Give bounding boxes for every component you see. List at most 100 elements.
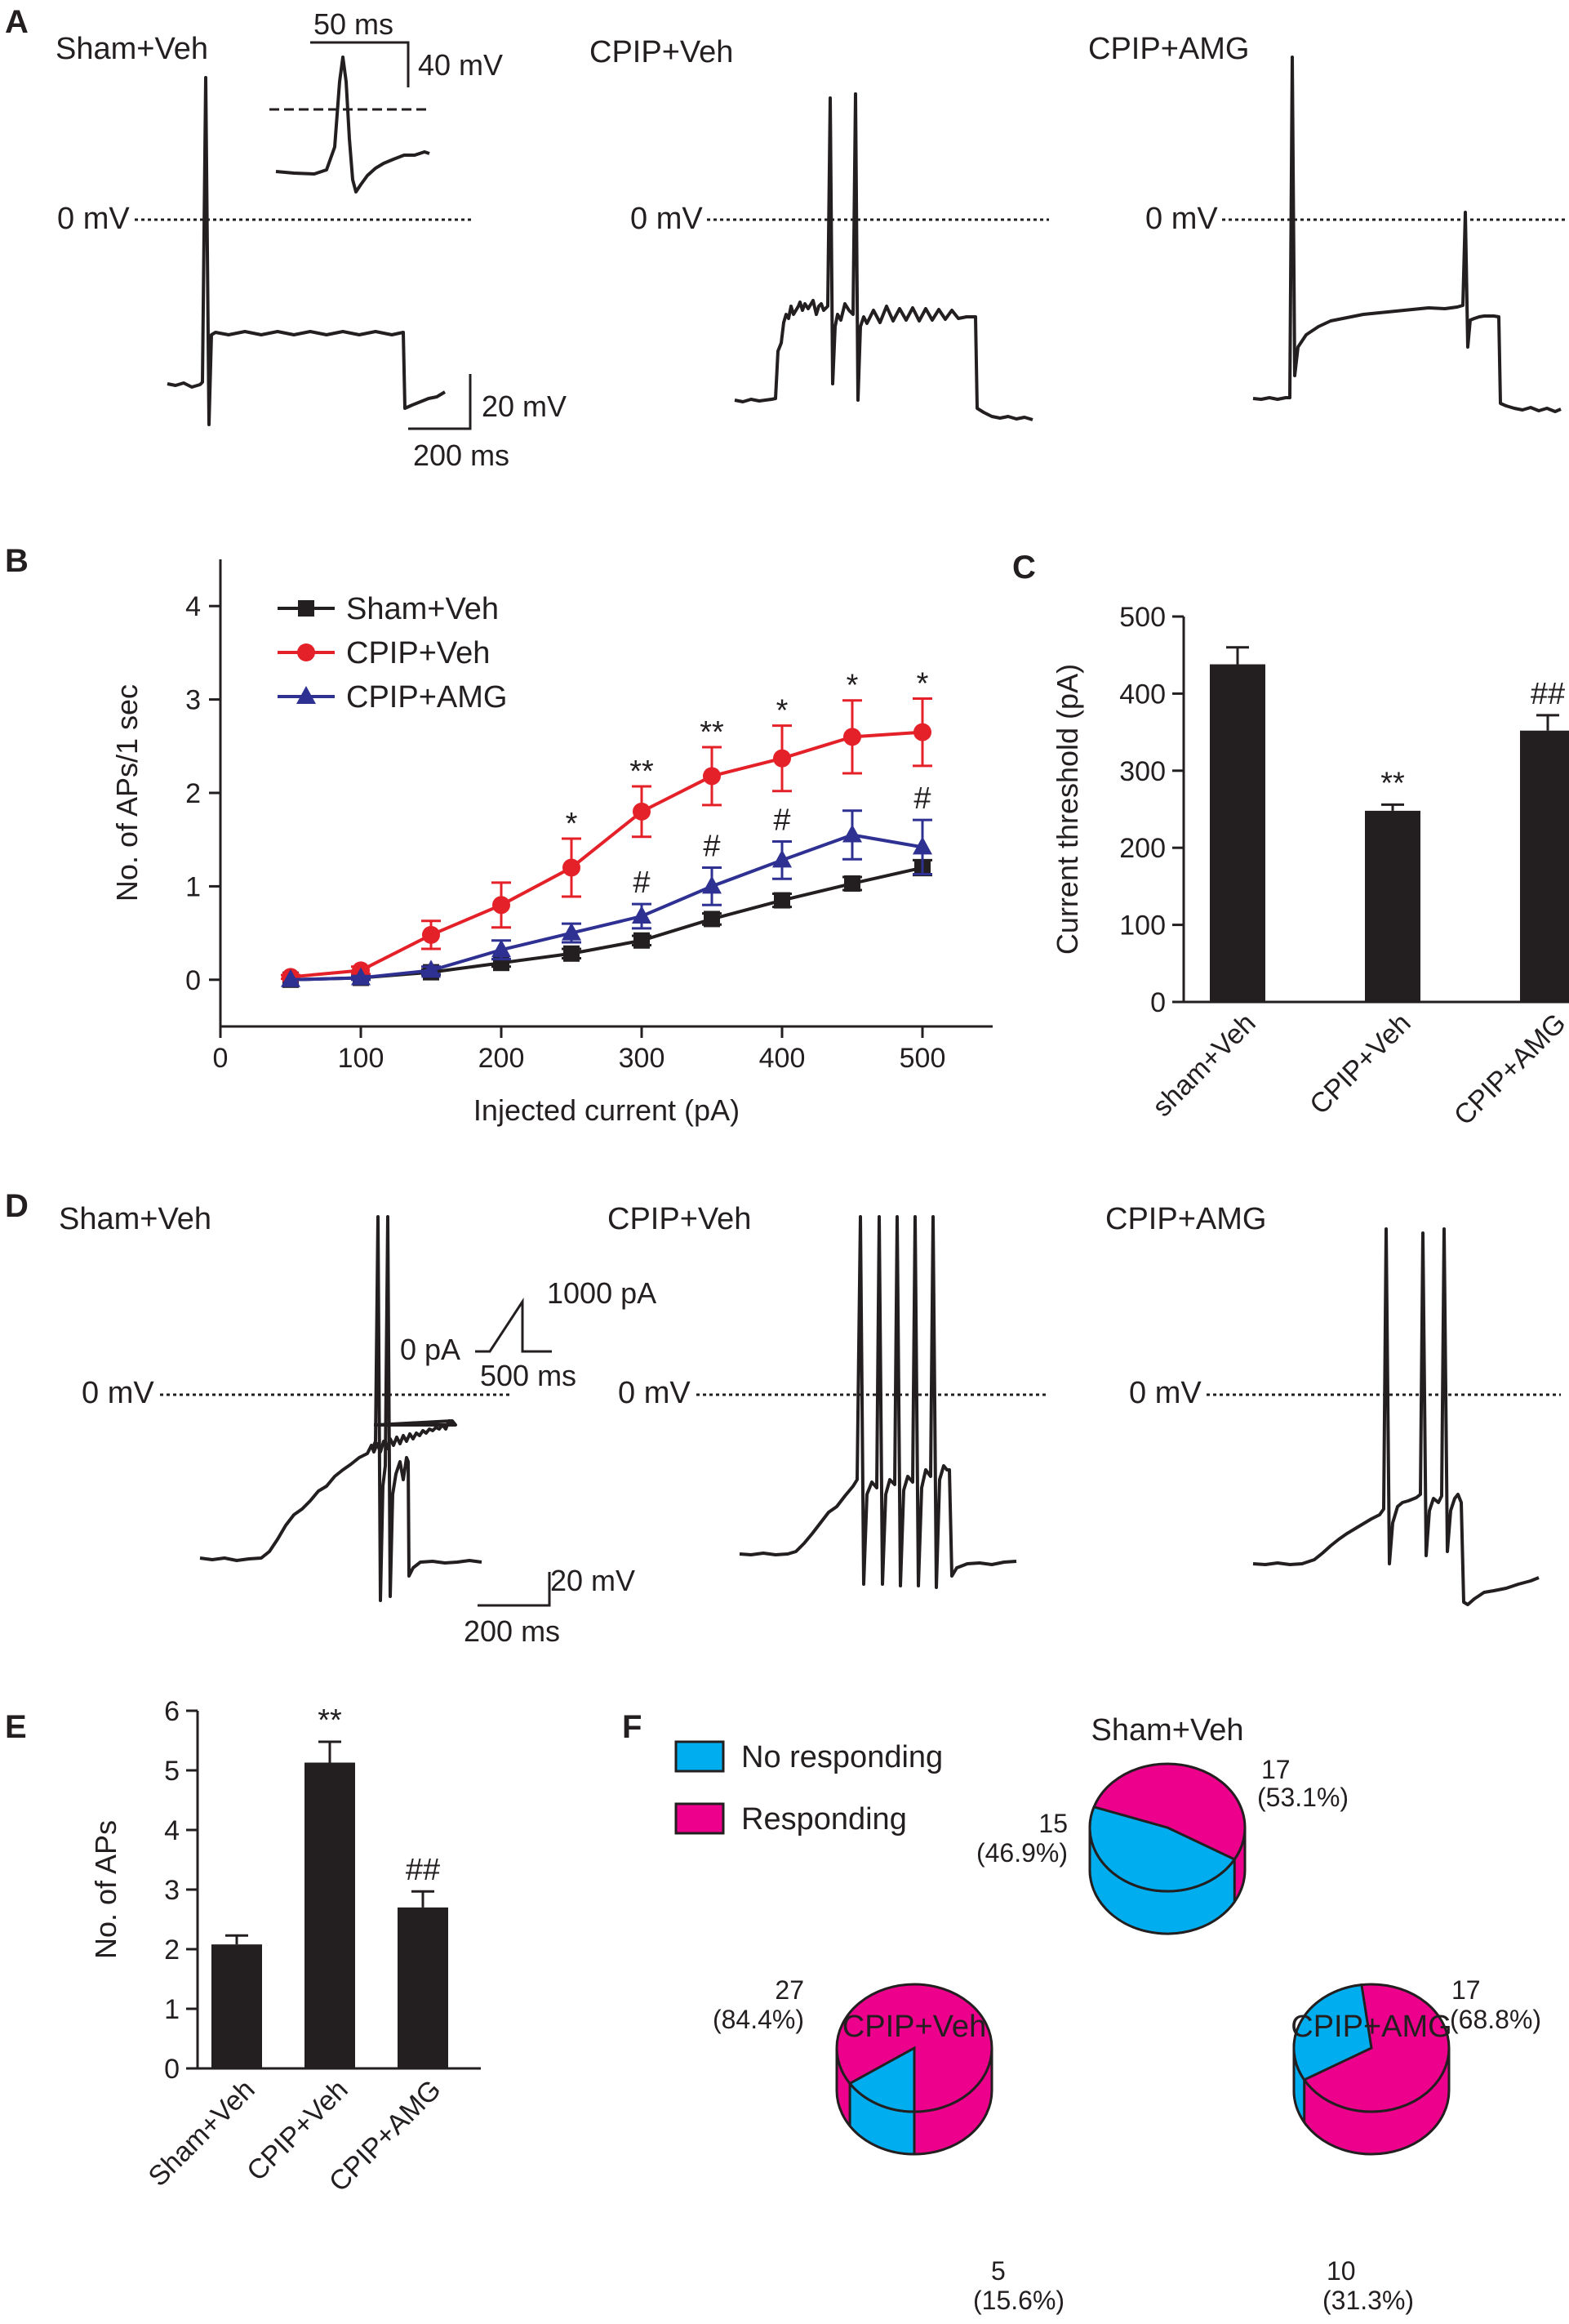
significance-mark: * — [776, 694, 789, 728]
y-tick-label: 4 — [164, 1815, 180, 1846]
panel-d-trace-sham — [199, 1419, 457, 1562]
significance-mark: * — [917, 666, 929, 701]
panel-f-pie-charts: No respondingRespondingSham+Veh17(53.1%)… — [674, 1713, 1541, 2315]
x-tick-label: 200 — [478, 1043, 525, 1074]
significance-mark: # — [703, 830, 720, 864]
significance-mark: # — [913, 781, 931, 816]
data-point — [913, 836, 932, 855]
pie-label-no-pct: (46.9%) — [976, 1838, 1068, 1868]
data-point — [774, 892, 790, 909]
legend-swatch-no — [674, 1740, 725, 1773]
data-point — [773, 749, 791, 768]
pie-slice-no-responding — [1292, 1983, 1373, 2081]
panel-a-zero-label-1: 0 mV — [57, 202, 130, 236]
significance-mark: ** — [700, 715, 724, 750]
pie-label-responding-count: 17 — [1261, 1755, 1291, 1784]
significance-mark: ** — [1380, 766, 1405, 800]
pie-slice-no-responding — [847, 2046, 916, 2113]
significance-mark: * — [566, 807, 578, 841]
y-tick-label: 500 — [1119, 602, 1166, 633]
panel-a-zero-label-3: 0 mV — [1145, 202, 1218, 236]
y-axis-label: No. of APs/1 sec — [110, 684, 144, 902]
legend-label-resp: Responding — [741, 1802, 907, 1836]
legend-label: Sham+Veh — [346, 592, 499, 626]
y-axis-label: Current threshold (pA) — [1051, 664, 1084, 955]
data-point — [491, 939, 511, 958]
data-point — [842, 824, 862, 843]
panel-a-scale-bar — [408, 374, 472, 430]
legend-marker — [297, 643, 315, 661]
panel-d-scale-time: 200 ms — [464, 1614, 560, 1648]
panel-a-title-cpip: CPIP+Veh — [589, 35, 733, 69]
panel-a-inset-volt: 40 mV — [418, 48, 503, 82]
data-point — [562, 922, 581, 941]
y-tick-label: 300 — [1119, 756, 1166, 787]
x-tick-label: 0 — [213, 1043, 229, 1074]
data-point — [772, 849, 792, 868]
data-point — [422, 925, 440, 944]
panel-a-title-sham: Sham+Veh — [56, 32, 208, 66]
significance-mark: * — [847, 669, 859, 703]
legend-label: CPIP+AMG — [346, 680, 507, 715]
panel-a-inset-spike — [275, 56, 430, 194]
data-point — [702, 875, 722, 894]
panel-d-trace-sham-spikes — [371, 1215, 482, 1602]
panel-a-trace-sham — [167, 76, 447, 426]
significance-mark: ** — [318, 1703, 342, 1738]
panel-c-bar-chart: 0 100 200 300 400 500 Current threshold (pA) sh… — [1051, 602, 1569, 1132]
series-line-1 — [290, 730, 923, 979]
pie-label-no-count: 5 — [991, 2256, 1006, 2286]
panel-d-zero-label-2: 0 mV — [618, 1376, 691, 1410]
y-tick-label: 2 — [164, 1934, 180, 1966]
data-point — [704, 910, 720, 928]
data-point — [633, 932, 650, 949]
pie-label-no-pct: (15.6%) — [973, 2286, 1065, 2315]
data-point — [703, 767, 721, 786]
panel-d-trace-amg — [1252, 1227, 1540, 1606]
bar — [211, 1944, 262, 2068]
pie-label-no-count: 10 — [1327, 2256, 1356, 2286]
legend-marker — [296, 686, 316, 704]
legend-label: CPIP+Veh — [346, 636, 490, 670]
panel-d-scale-bar — [478, 1572, 551, 1607]
legend-swatch-resp — [674, 1802, 725, 1835]
category-label: sham+Veh — [1147, 1008, 1262, 1123]
data-point — [562, 858, 580, 877]
y-tick-label: 3 — [164, 1875, 180, 1906]
panel-e-label: E — [5, 1709, 27, 1745]
panel-d-ramp-top: 1000 pA — [547, 1276, 656, 1310]
panel-a-trace-cpip — [734, 92, 1033, 421]
panel-d-title-amg: CPIP+AMG — [1105, 1202, 1266, 1236]
pie-label-no-pct: (31.3%) — [1322, 2286, 1414, 2315]
panel-a-trace-amg — [1252, 56, 1562, 413]
y-tick-label: 100 — [1119, 910, 1166, 942]
data-point — [281, 968, 300, 987]
bar — [304, 1762, 355, 2068]
legend-marker — [298, 600, 314, 617]
significance-mark: # — [633, 866, 650, 900]
y-tick-label: 6 — [164, 1696, 180, 1727]
panel-d-zero-label-3: 0 mV — [1129, 1376, 1202, 1410]
pie-label-responding-count: 17 — [1451, 1975, 1481, 2005]
y-tick-label: 400 — [1119, 679, 1166, 710]
y-tick-label: 200 — [1119, 833, 1166, 864]
data-point — [563, 945, 580, 962]
panel-d-title-cpip: CPIP+Veh — [607, 1202, 751, 1236]
panel-d-ramp-time: 500 ms — [480, 1359, 576, 1392]
significance-mark: # — [773, 803, 790, 837]
panel-f-label: F — [622, 1709, 642, 1745]
significance-mark: ## — [1531, 677, 1565, 711]
panel-d-ramp-bottom: 0 pA — [400, 1333, 460, 1366]
x-tick-label: 500 — [900, 1043, 946, 1074]
pie-label-responding-count: 27 — [775, 1975, 804, 2005]
panel-d-scale-volt: 20 mV — [550, 1564, 635, 1597]
bar — [1365, 810, 1420, 1002]
panel-d-trace-cpip — [739, 1215, 1017, 1589]
y-tick-label: 1 — [164, 1994, 180, 2025]
panel-a-title-amg: CPIP+AMG — [1088, 32, 1249, 66]
series-line-2 — [290, 833, 923, 982]
pie-label-responding-pct: (84.4%) — [713, 2005, 804, 2034]
y-tick-label: 4 — [185, 591, 201, 622]
